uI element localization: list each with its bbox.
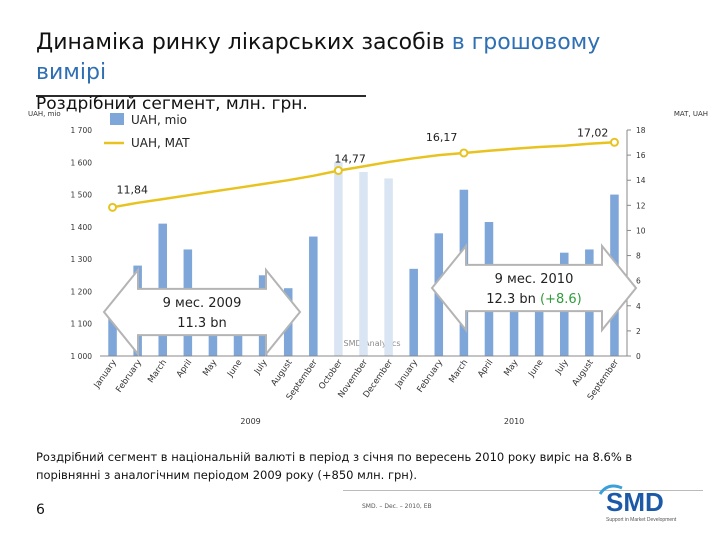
smd-logo: SMD Support in Market Development xyxy=(598,484,677,523)
annotation-2009-total: 11.3 bn xyxy=(177,316,227,331)
y-right-tick-label: 6 xyxy=(636,277,641,286)
y-left-tick-label: 1 600 xyxy=(71,158,93,167)
title-accent: в грошовому вимірі xyxy=(36,30,601,85)
watermark-text: SMD Analytics xyxy=(343,339,400,348)
year-label-2009: 2009 xyxy=(240,417,260,426)
x-tick-label: February xyxy=(114,358,144,395)
footnote: Роздрібний сегмент в національній валюті… xyxy=(36,450,633,482)
slide-number: 6 xyxy=(36,502,45,518)
bar-january xyxy=(108,310,117,356)
y-left-tick-label: 1 000 xyxy=(71,352,93,361)
x-tick-label: March xyxy=(447,358,470,385)
x-tick-label: April xyxy=(175,358,194,380)
title-underline xyxy=(36,95,366,97)
mat-point-marker xyxy=(459,148,469,158)
arrow-2010 xyxy=(430,243,638,333)
y-left-tick-label: 1 700 xyxy=(71,126,93,135)
mat-point-label: 16,17 xyxy=(426,131,458,144)
mat-point-marker xyxy=(609,137,619,147)
legend-label-line: UAH, MAT xyxy=(131,136,190,150)
y-right-tick-label: 18 xyxy=(636,126,646,135)
subtitle: Роздрібний сегмент, млн. грн. xyxy=(36,94,308,114)
y-left-tick-label: 1 200 xyxy=(71,287,93,296)
annotation-2010-value: 12.3 bn xyxy=(486,292,540,307)
annotation-2009-period: 9 мес. 2009 xyxy=(163,296,242,311)
slide-title: Динаміка ринку лікарських засобів в грош… xyxy=(36,28,676,88)
logo-swoosh-icon xyxy=(598,484,623,495)
mat-point-marker xyxy=(333,166,343,176)
x-tick-label: January xyxy=(393,358,420,391)
x-tick-label: May xyxy=(502,358,520,378)
y-left-tick-label: 1 100 xyxy=(71,320,93,329)
x-tick-label: June xyxy=(526,358,545,380)
logo-word: SMD xyxy=(606,487,664,517)
legend-label-bar: UAH, mio xyxy=(131,113,187,127)
x-tick-label: July xyxy=(553,358,571,377)
y-right-tick-label: 10 xyxy=(636,226,646,235)
mat-line xyxy=(112,141,615,209)
x-tick-label: August xyxy=(269,357,295,388)
footer-divider xyxy=(343,490,703,491)
legend-box xyxy=(104,120,304,154)
y-right-tick-label: 8 xyxy=(636,252,641,261)
title-main: Динаміка ринку лікарських засобів xyxy=(36,30,452,55)
y-right-axis-title: MAT, UAH xyxy=(674,110,708,118)
footer-source: SMD. – Dec. – 2010, EB xyxy=(362,503,432,510)
x-tick-label: March xyxy=(146,358,169,385)
annotation-2010-growth: (+8.6) xyxy=(540,292,582,307)
y-right-tick-label: 12 xyxy=(636,201,646,210)
year-label-2010: 2010 xyxy=(504,417,524,426)
annotation-2010-total: 12.3 bn (+8.6) xyxy=(486,292,581,307)
x-tick-label: May xyxy=(201,358,219,378)
y-right-tick-label: 0 xyxy=(636,352,641,361)
y-right-tick-label: 16 xyxy=(636,151,646,160)
y-right-tick-label: 14 xyxy=(636,176,646,185)
logo-tagline: Support in Market Development xyxy=(606,517,677,523)
bar-november xyxy=(359,171,368,356)
y-right-tick-label: 4 xyxy=(636,302,641,311)
x-tick-label: February xyxy=(415,358,445,395)
y-left-tick-label: 1 400 xyxy=(71,223,93,232)
bar-january xyxy=(409,268,418,356)
y-left-axis-title: UAH, mio xyxy=(28,110,61,118)
mat-point-label: 17,02 xyxy=(577,126,609,139)
x-tick-label: April xyxy=(476,358,495,380)
legend-swatch-bar xyxy=(110,113,124,125)
y-left-tick-label: 1 300 xyxy=(71,255,93,264)
x-tick-label: July xyxy=(252,358,270,377)
mat-point-label: 11,84 xyxy=(117,183,149,196)
arrow-2009 xyxy=(102,267,302,357)
bar-may xyxy=(509,272,519,356)
x-tick-label: January xyxy=(92,358,119,391)
bar-june xyxy=(534,276,544,356)
y-left-tick-label: 1 500 xyxy=(71,191,93,200)
bar-december xyxy=(384,178,393,356)
bar-october xyxy=(334,162,343,356)
annotation-2010-period: 9 мес. 2010 xyxy=(495,272,574,287)
y-right-tick-label: 2 xyxy=(636,327,641,336)
x-tick-label: August xyxy=(571,357,597,388)
bar-september xyxy=(309,236,318,356)
x-tick-label: June xyxy=(225,358,244,380)
mat-point-label: 14,77 xyxy=(334,153,366,166)
mat-point-marker xyxy=(108,202,118,212)
